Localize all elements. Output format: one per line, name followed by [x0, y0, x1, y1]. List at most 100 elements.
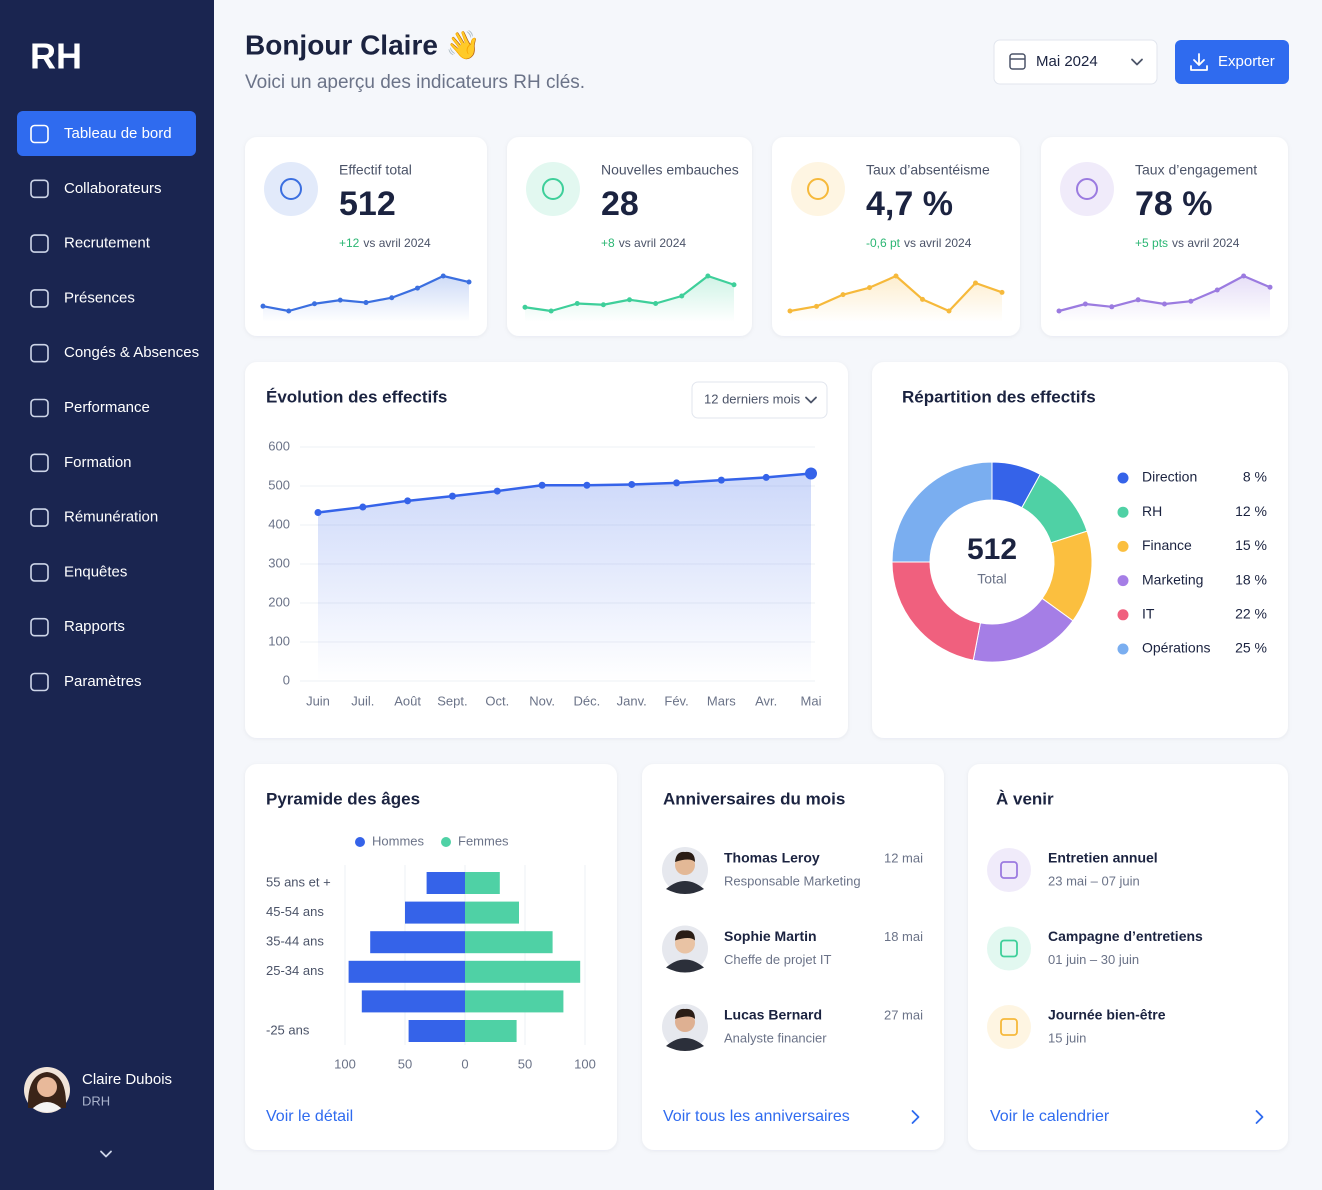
y-tick-label: 500 [268, 477, 290, 492]
nav-item[interactable]: Présences [64, 289, 135, 306]
kpi-comparison: vs avril 2024 [619, 236, 687, 250]
nav-item[interactable]: Rémunération [64, 509, 158, 526]
card-link[interactable]: Voir tous les anniversaires [663, 1108, 850, 1125]
kpi-trend-area [525, 276, 734, 322]
line-point [628, 480, 636, 488]
line-point [805, 467, 817, 480]
kpi-trend-area [263, 276, 469, 322]
x-tick-label: Juil. [351, 693, 374, 708]
period-select[interactable] [993, 39, 1158, 85]
donut-segment [891, 461, 993, 563]
nav-item[interactable]: Formation [64, 454, 132, 471]
event-icon-bg [987, 848, 1031, 892]
kpi-icon-bg [1060, 162, 1114, 216]
nav-item[interactable]: Performance [64, 399, 150, 416]
kpi-trend-point [840, 292, 846, 298]
bar-women [465, 931, 553, 954]
period-label[interactable]: Mai 2024 [1036, 53, 1098, 70]
legend-label: Opérations [1142, 640, 1210, 656]
user-avatar-body [33, 1102, 61, 1112]
export-button[interactable] [1175, 40, 1289, 84]
card-title: À venir [996, 789, 1054, 808]
event-title: Entretien annuel [1048, 850, 1158, 866]
legend-label: Finance [1142, 537, 1192, 553]
nav-item[interactable]: Rapports [64, 618, 125, 635]
x-tick-label: Avr. [755, 693, 777, 708]
person-name: Thomas Leroy [724, 850, 820, 866]
nav-item[interactable]: Congés & Absences [64, 344, 199, 361]
x-tick-label: 50 [518, 1056, 532, 1071]
kpi-trend-point [1056, 308, 1062, 314]
x-tick-label: Fév. [664, 693, 688, 708]
nav-item[interactable]: Paramètres [64, 673, 142, 690]
chevron [911, 1110, 920, 1124]
legend-label: Direction [1142, 469, 1197, 485]
donut-center-value: 512 [967, 533, 1017, 566]
legend-label: IT [1142, 606, 1155, 622]
nav-icon [30, 398, 49, 418]
card-link[interactable]: Voir le détail [266, 1108, 353, 1125]
kpi-comparison: vs avril 2024 [904, 236, 972, 250]
nav-item[interactable]: Collaborateurs [64, 180, 162, 197]
kpi-trend-point [1188, 298, 1194, 304]
person-role: Responsable Marketing [724, 873, 861, 888]
nav-icon [30, 289, 49, 308]
x-tick-label: 50 [398, 1056, 412, 1071]
x-tick-label: Juin [306, 693, 330, 708]
kpi-trend-point [1162, 301, 1167, 307]
card [245, 764, 617, 1150]
kpi-trend-point [787, 308, 793, 314]
bar-women [465, 990, 564, 1013]
nav-item[interactable]: Tableau de bord [64, 125, 172, 142]
sidebar [0, 0, 214, 1190]
event-dates: 01 juin – 30 juin [1048, 952, 1139, 967]
legend-value: 15 % [1235, 537, 1267, 553]
person-name: Lucas Bernard [724, 1007, 822, 1023]
kpi-trend-point [999, 289, 1005, 295]
chevron [805, 396, 817, 404]
bar-men [405, 901, 465, 924]
legend-label: Femmes [458, 833, 509, 848]
calendar-icon [1009, 53, 1026, 70]
kpi-trend-point [1241, 273, 1247, 279]
card [507, 137, 752, 336]
kpi-comparison: vs avril 2024 [1172, 236, 1240, 250]
y-tick-label: -25 ans [266, 1022, 310, 1037]
x-tick-label: 100 [574, 1056, 596, 1071]
nav-item[interactable]: Recrutement [64, 235, 151, 252]
legend-label: Hommes [372, 833, 425, 848]
filter-select[interactable] [691, 381, 828, 419]
kpi-delta-line: +5 pts vs avril 2024 [1135, 236, 1240, 250]
line-point [448, 492, 456, 500]
kpi-delta: +12 [339, 236, 360, 250]
kpi-icon [542, 178, 564, 200]
bar-women [465, 960, 581, 983]
download-icon [1190, 53, 1208, 71]
x-tick-label: Déc. [574, 693, 601, 708]
legend-swatch [1117, 609, 1129, 621]
birthday-date: 27 mai [884, 1007, 923, 1022]
nav-icon [30, 563, 49, 582]
kpi-trend-point [946, 308, 952, 314]
avatar-hair [675, 1008, 695, 1019]
export-label[interactable]: Exporter [1218, 53, 1275, 70]
nav-icon [30, 672, 49, 692]
avatar-body [666, 959, 704, 973]
nav-icon [30, 179, 49, 199]
card-link[interactable]: Voir le calendrier [990, 1108, 1110, 1125]
line [317, 472, 812, 514]
event-title: Journée bien-être [1048, 1007, 1166, 1023]
kpi-trend-point [260, 303, 266, 309]
kpi-trend-point [973, 280, 978, 286]
filter-label[interactable]: 12 derniers mois [704, 391, 801, 406]
nav-item[interactable]: Enquêtes [64, 563, 127, 580]
chevron [100, 1150, 112, 1158]
legend-label: RH [1142, 503, 1162, 519]
chart-title: Répartition des effectifs [902, 387, 1096, 406]
kpi-label: Taux d’absentéisme [866, 162, 990, 178]
kpi-icon-bg [791, 162, 845, 216]
person-role: Analyste financier [724, 1030, 827, 1045]
bar-men [370, 931, 465, 954]
event-dates: 15 juin [1048, 1030, 1086, 1045]
kpi-trend-point [920, 296, 925, 302]
